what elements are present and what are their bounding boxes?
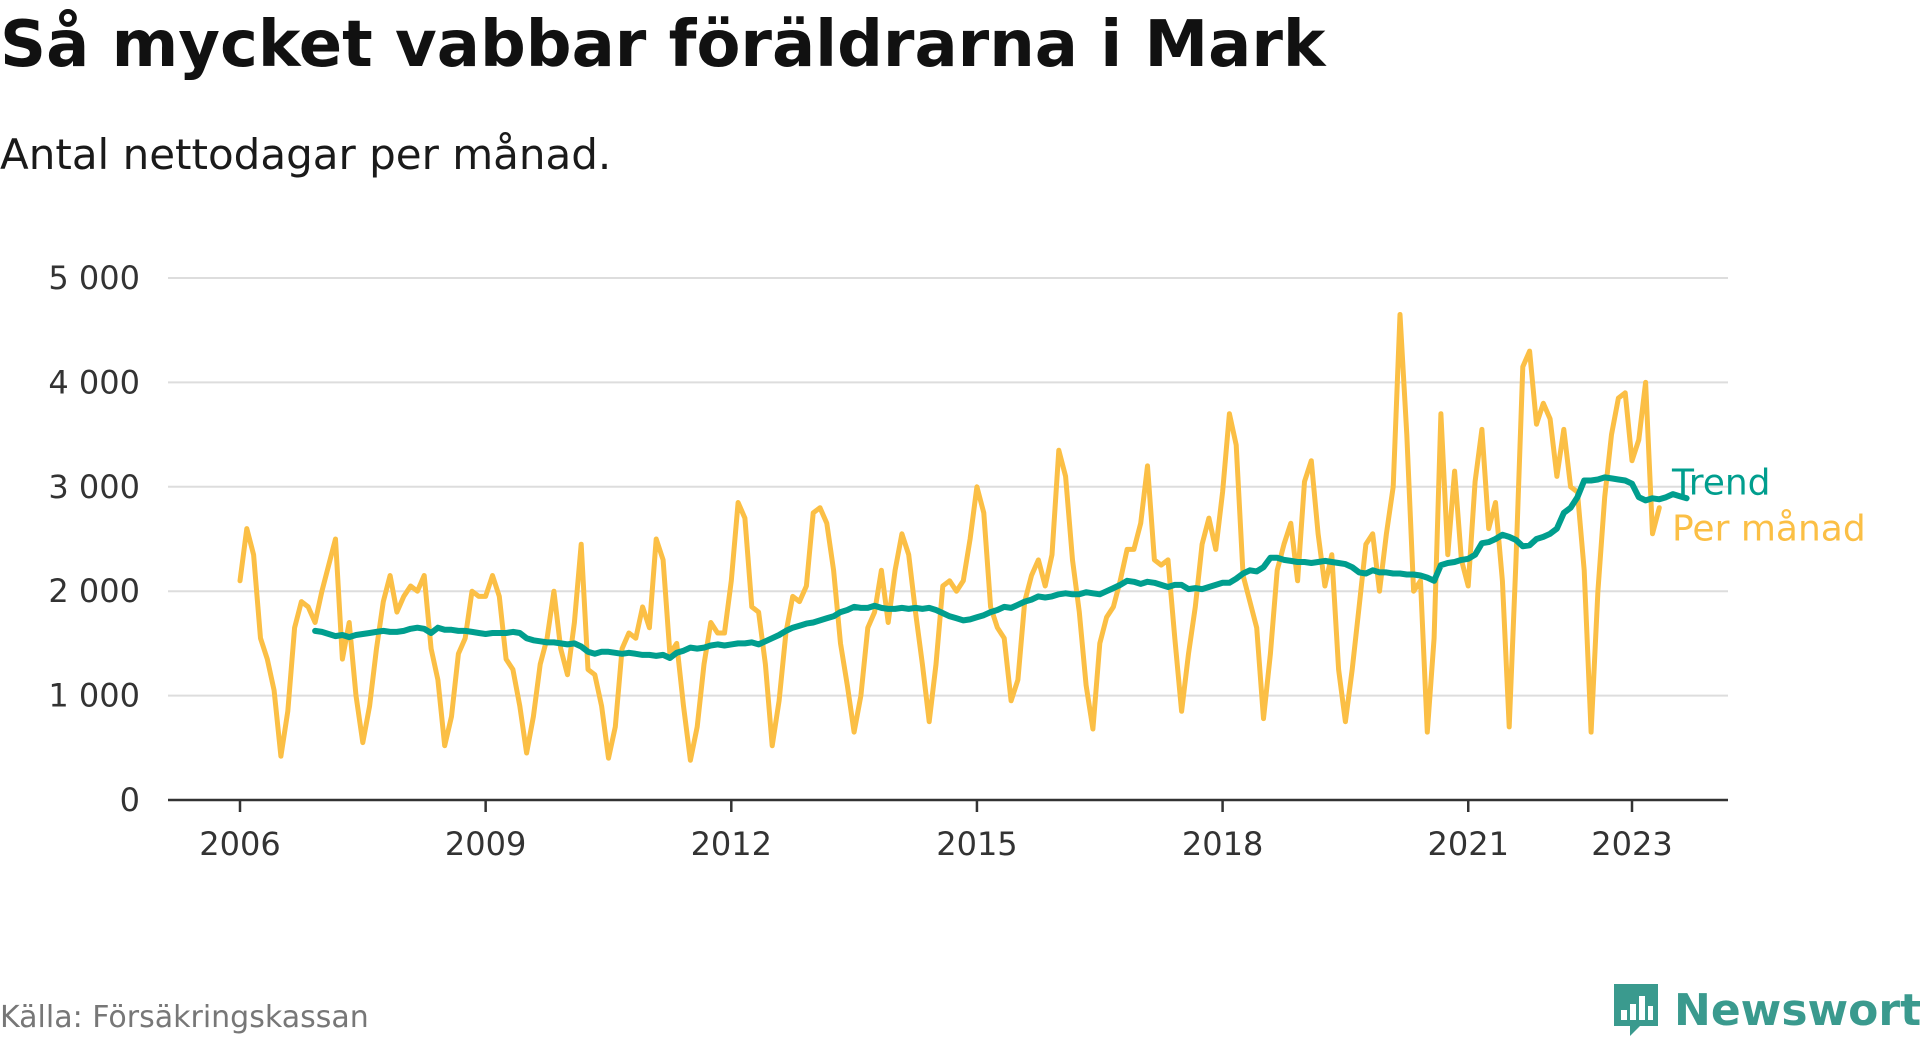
x-tick-label: 2021 [1428, 825, 1509, 863]
x-tick-label: 2018 [1182, 825, 1263, 863]
y-tick-label: 2 000 [48, 572, 140, 610]
brand-name: Newsworthy [1674, 984, 1920, 1036]
series-line-trend [312, 474, 1690, 661]
x-axis-ticks: 2006 2009 2012 2015 2018 2021 2023 [199, 800, 1673, 863]
series-label-monthly: Per månad [1672, 509, 1866, 550]
y-axis-ticks: 0 1 000 2 000 3 000 4 000 5 000 [48, 259, 140, 819]
chart-subtitle: Antal nettodagar per månad. [0, 130, 612, 179]
x-tick-label: 2006 [199, 825, 280, 863]
x-tick-label: 2023 [1591, 825, 1672, 863]
x-tick-label: 2015 [936, 825, 1017, 863]
y-tick-label: 3 000 [48, 468, 140, 506]
chart-title: Så mycket vabbar föräldrarna i Mark [0, 8, 1326, 82]
x-tick-label: 2012 [691, 825, 772, 863]
series-labels: Per månad Trend [1671, 462, 1866, 549]
series-lines [237, 312, 1690, 763]
y-tick-label: 1 000 [48, 677, 140, 715]
newsworthy-logo-icon [1614, 984, 1658, 1036]
series-line-monthly [237, 312, 1662, 763]
brand-logo: Newsworthy [1610, 980, 1920, 1040]
x-tick-label: 2009 [445, 825, 526, 863]
y-tick-label: 0 [120, 781, 140, 819]
y-tick-label: 4 000 [48, 363, 140, 401]
source-note: Källa: Försäkringskassan [0, 1000, 369, 1035]
y-tick-label: 5 000 [48, 259, 140, 297]
series-label-trend: Trend [1671, 462, 1771, 503]
